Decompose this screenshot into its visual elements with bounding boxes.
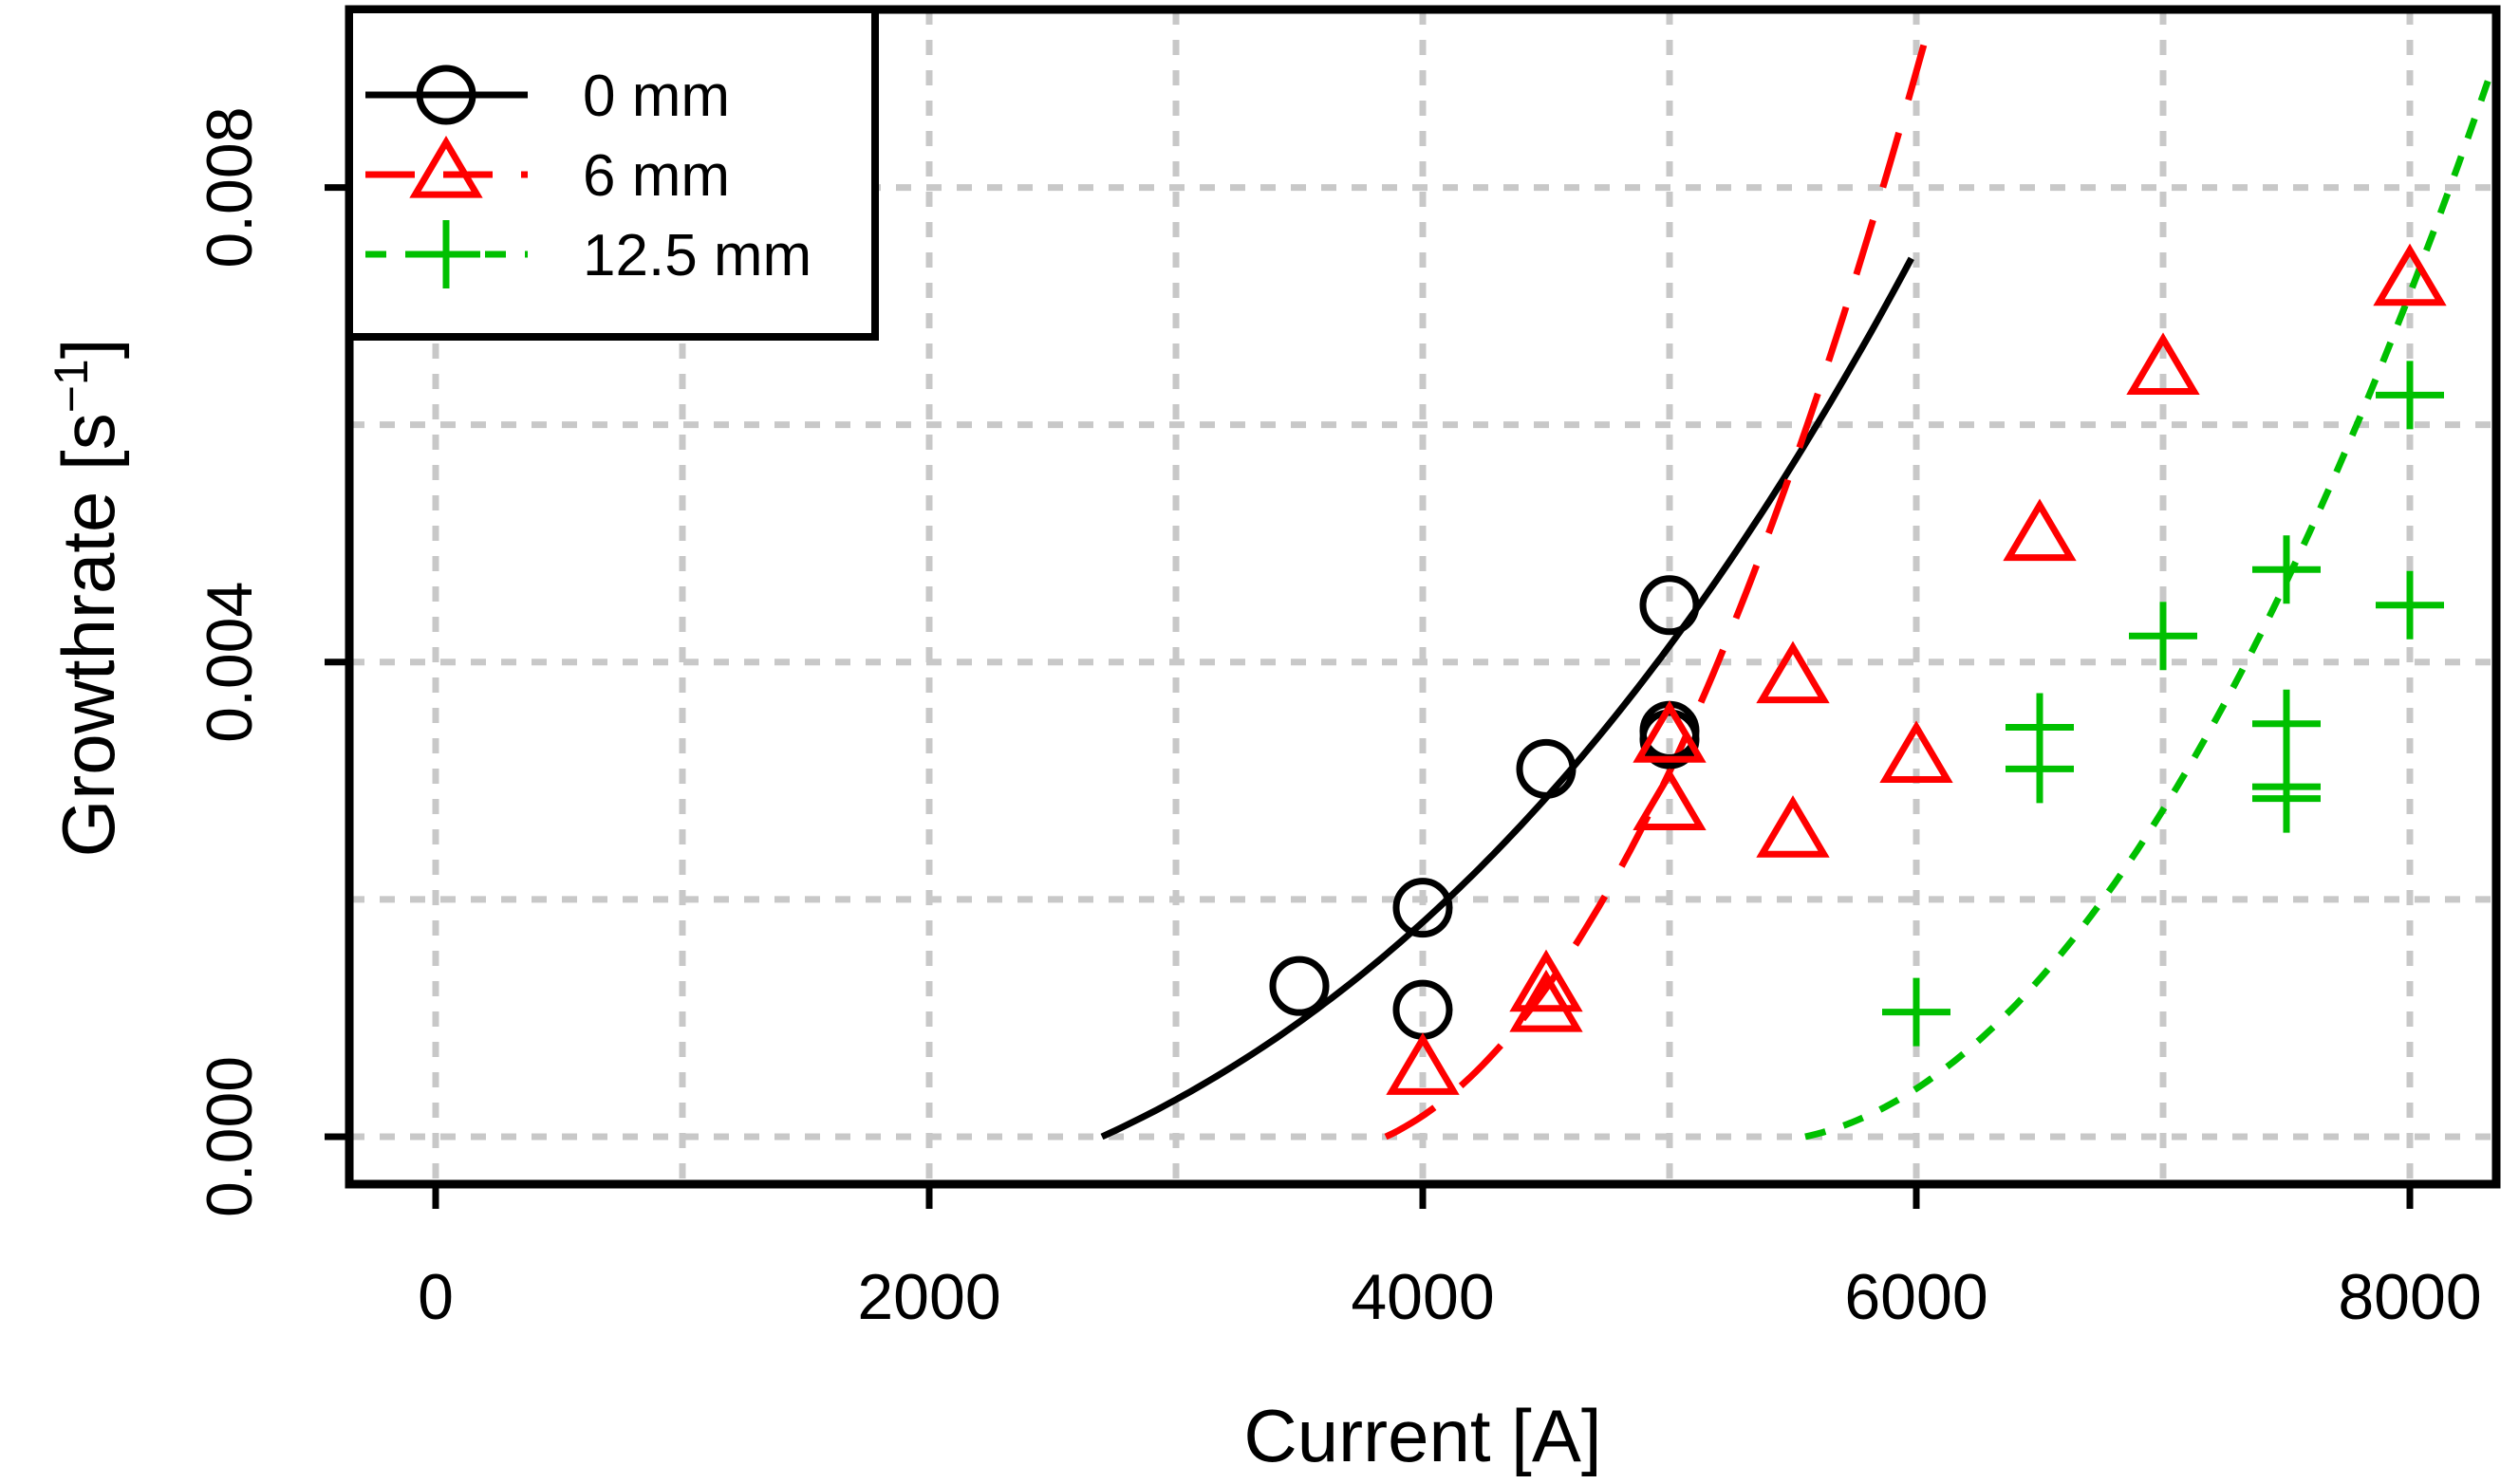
data-point-0-mm <box>1639 575 1700 636</box>
legend-marker-6-mm <box>409 136 483 198</box>
data-point-6-mm <box>1509 969 1583 1032</box>
x-tick-label: 4000 <box>1351 1261 1494 1333</box>
data-point-6-mm <box>1879 720 1953 783</box>
data-point-12-5-mm <box>2376 361 2444 430</box>
data-point-6-mm <box>2126 332 2200 396</box>
y-tick-label: 0.004 <box>194 582 266 743</box>
data-point-12-5-mm <box>2129 602 2197 671</box>
data-point-6-mm <box>1509 949 1583 1012</box>
y-axis-title: Growthrate [s−1] <box>45 339 130 858</box>
legend-marker-12-5-mm <box>412 220 480 288</box>
data-point-6-mm <box>2003 498 2077 562</box>
legend-box <box>345 6 879 341</box>
y-axis-title-superscript: −1 <box>45 359 98 413</box>
data-point-12-5-mm <box>2252 535 2321 604</box>
x-tick-label: 8000 <box>2338 1261 2481 1333</box>
data-point-12-5-mm <box>1882 977 1950 1047</box>
data-point-0-mm <box>1516 738 1577 799</box>
data-point-6-mm <box>1756 640 1830 704</box>
x-tick-label: 6000 <box>1844 1261 1987 1333</box>
fit-curve-6-mm <box>1384 9 1937 1141</box>
data-point-12-5-mm <box>2252 764 2321 833</box>
y-tick-label: 0.000 <box>194 1056 266 1217</box>
legend: 0 mm 6 mm 12.5 mm <box>345 6 879 341</box>
fit-curves <box>1100 9 2495 1141</box>
legend-label-0-mm: 0 mm <box>583 64 730 129</box>
data-point-6-mm <box>1756 795 1830 858</box>
data-point-12-5-mm <box>2252 689 2321 758</box>
legend-label-6-mm: 6 mm <box>583 143 730 209</box>
data-point-6-mm <box>1386 1032 1460 1095</box>
data-point-6-mm <box>1633 700 1707 763</box>
data-point-0-mm <box>1269 955 1330 1016</box>
fit-curve-12-5-mm <box>1804 69 2495 1141</box>
grid-lines <box>349 9 2496 1184</box>
axes: 0 2000 4000 6000 8000 0.000 0.004 0.008 <box>194 106 2482 1333</box>
y-axis-title-main: Growthrate [s <box>47 413 130 857</box>
y-tick-label: 0.008 <box>194 106 266 268</box>
data-point-12-5-mm <box>2006 734 2074 804</box>
x-axis-title: Current [A] <box>1243 1394 1601 1477</box>
data-point-6-mm <box>2373 243 2447 306</box>
data-point-6-mm <box>1633 768 1707 830</box>
legend-marker-0-mm <box>416 65 476 125</box>
fit-curve-0-mm <box>1100 256 1914 1141</box>
data-point-12-5-mm <box>2376 570 2444 640</box>
data-points <box>1269 243 2447 1095</box>
y-axis-title-close: ] <box>47 339 130 360</box>
legend-label-12-5-mm: 12.5 mm <box>583 223 812 288</box>
data-point-0-mm <box>1392 878 1453 938</box>
x-tick-label: 2000 <box>857 1261 1000 1333</box>
x-tick-label: 0 <box>418 1261 454 1333</box>
